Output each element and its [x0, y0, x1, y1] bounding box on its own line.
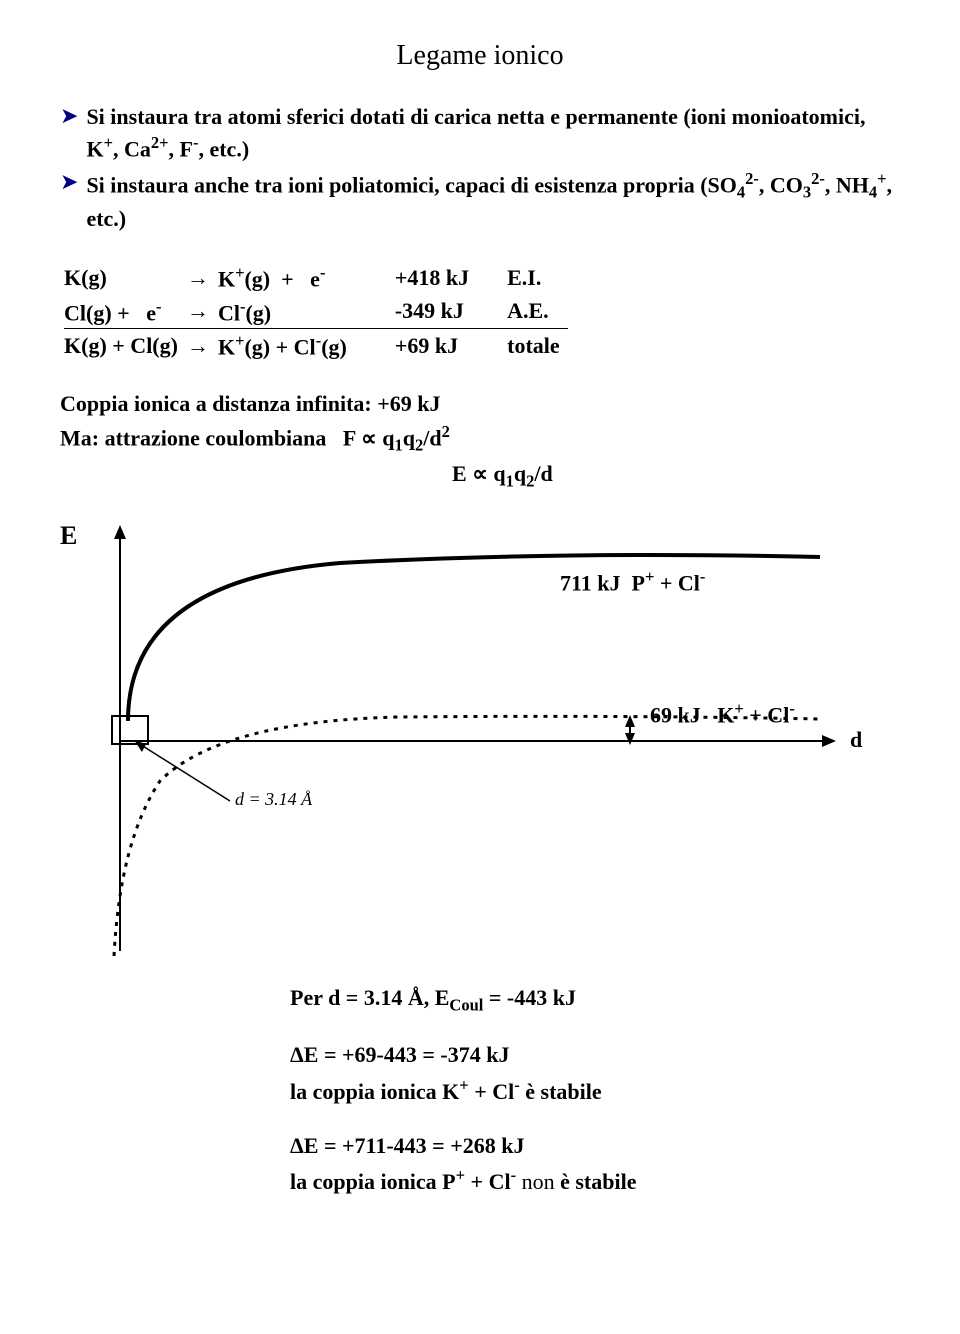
conclusion-line: ΔE = +711-443 = +268 kJ la coppia ionica… — [290, 1129, 900, 1200]
bullet-mark-icon: ➤ — [60, 102, 78, 131]
bullet-item: ➤ Si instaura tra atomi sferici dotati d… — [60, 102, 900, 164]
reaction-energy: +418 kJ — [355, 261, 477, 294]
reaction-left: K(g) + Cl(g) — [64, 329, 186, 363]
graph-top-curve-label: 711 kJ P+ + Cl- — [560, 567, 705, 596]
coppia-line: Ma: attrazione coulombiana F ∝ q1q2/d2 — [60, 420, 900, 458]
reaction-tag: E.I. — [477, 261, 568, 294]
bullet-item: ➤ Si instaura anche tra ioni poliatomici… — [60, 168, 900, 234]
conclusion-line: Per d = 3.14 Å, ECoul = -443 kJ — [290, 981, 900, 1018]
page-title: Legame ionico — [60, 40, 900, 72]
reaction-arrow: → — [186, 261, 218, 294]
reaction-left: K(g) — [64, 261, 186, 294]
coppia-line: E ∝ q1q2/d — [60, 458, 900, 493]
conclusion-line: ΔE = +69-443 = -374 kJ la coppia ionica … — [290, 1038, 900, 1109]
reactions-table: K(g) → K+(g) + e- +418 kJ E.I. Cl(g) + e… — [64, 261, 568, 362]
energy-graph: E 711 kJ P+ + Cl- 69 kJ K+ + Cl- d d = 3… — [60, 521, 900, 961]
coppia-block: Coppia ionica a distanza infinita: +69 k… — [60, 388, 900, 493]
graph-y-label: E — [60, 521, 77, 551]
reaction-energy: +69 kJ — [355, 329, 477, 363]
coppia-line: Coppia ionica a distanza infinita: +69 k… — [60, 388, 900, 420]
reaction-right: K+(g) + Cl-(g) — [218, 329, 355, 363]
conclusions-block: Per d = 3.14 Å, ECoul = -443 kJ ΔE = +69… — [290, 981, 900, 1199]
bullet-text: Si instaura anche tra ioni poliatomici, … — [86, 168, 900, 234]
table-row: K(g) → K+(g) + e- +418 kJ E.I. — [64, 261, 568, 294]
bullet-text: Si instaura tra atomi sferici dotati di … — [86, 102, 900, 164]
reaction-energy: -349 kJ — [355, 295, 477, 329]
bullet-mark-icon: ➤ — [60, 168, 78, 197]
reaction-arrow: → — [186, 329, 218, 363]
reaction-right: K+(g) + e- — [218, 261, 355, 294]
bullet-list: ➤ Si instaura tra atomi sferici dotati d… — [60, 102, 900, 233]
table-row: Cl(g) + e- → Cl-(g) -349 kJ A.E. — [64, 295, 568, 329]
graph-svg — [60, 521, 900, 961]
reaction-arrow: → — [186, 295, 218, 329]
table-row: K(g) + Cl(g) → K+(g) + Cl-(g) +69 kJ tot… — [64, 329, 568, 363]
reaction-tag: A.E. — [477, 295, 568, 329]
reaction-tag: totale — [477, 329, 568, 363]
reaction-right: Cl-(g) — [218, 295, 355, 329]
reaction-left: Cl(g) + e- — [64, 295, 186, 329]
graph-d-eq-label: d = 3.14 Å — [235, 789, 312, 810]
graph-x-label: d — [850, 727, 862, 753]
graph-mid-curve-label: 69 kJ K+ + Cl- — [650, 699, 795, 728]
